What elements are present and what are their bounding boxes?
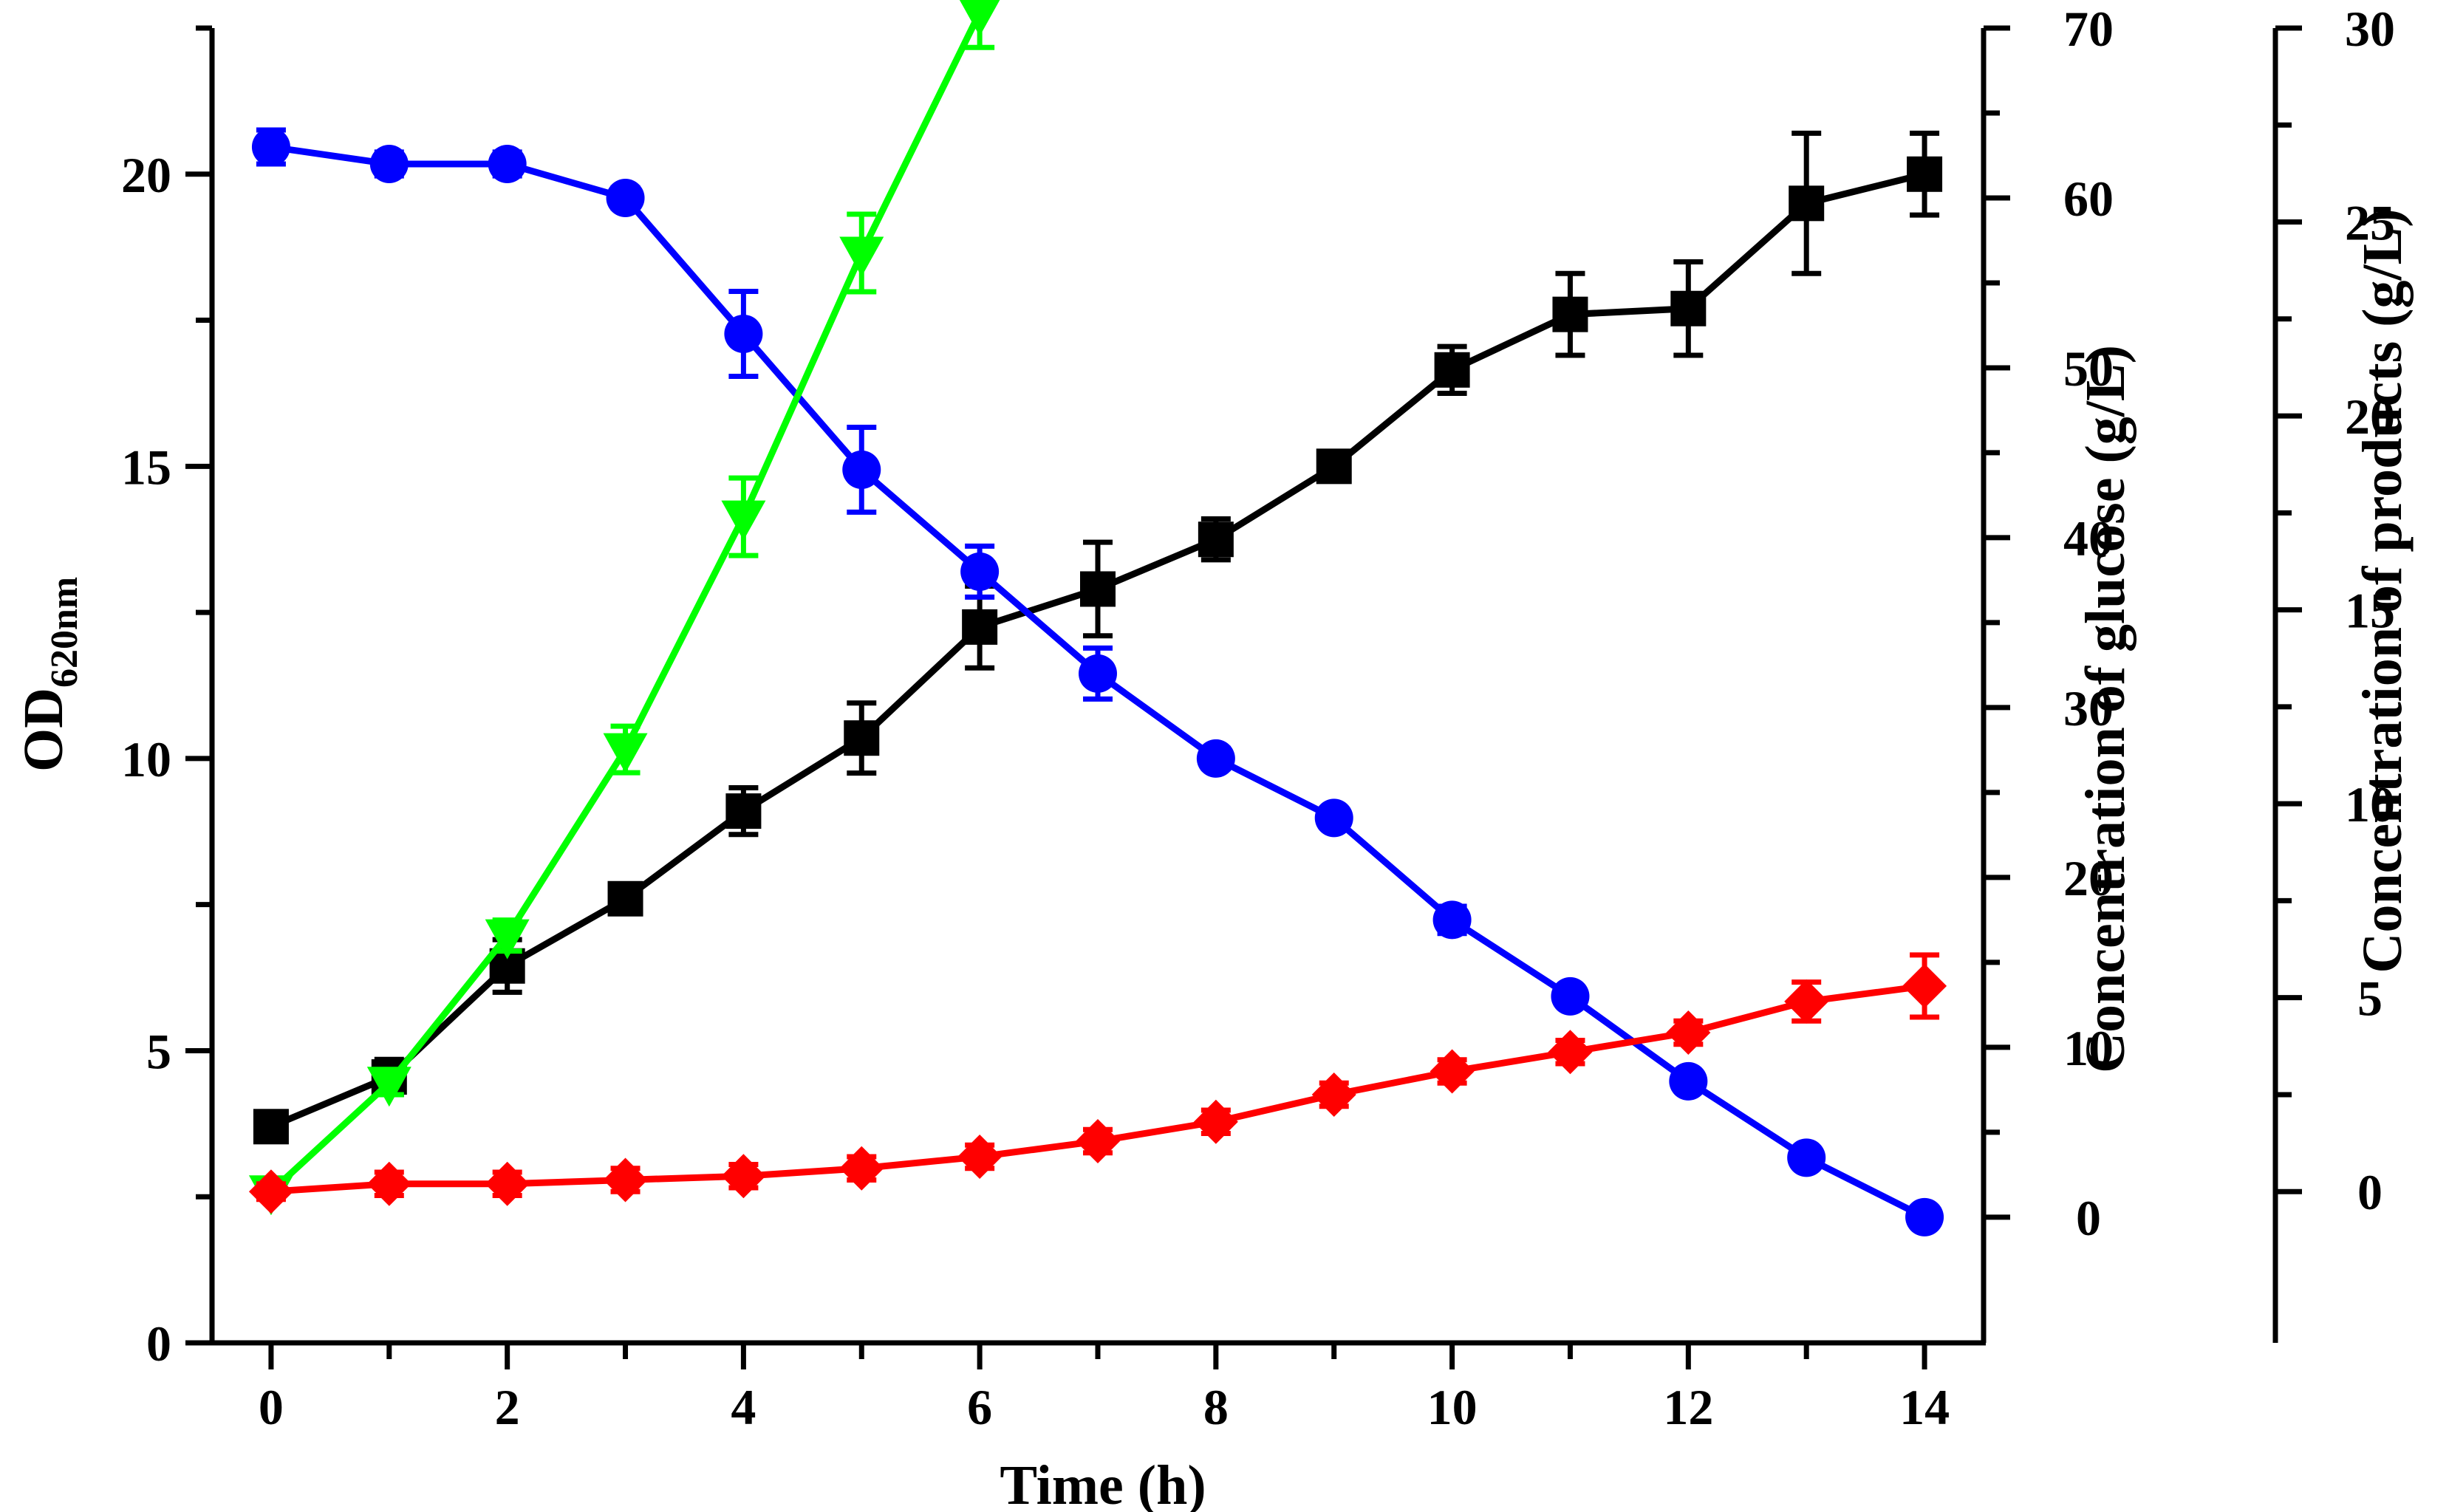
data-point-square [1198,521,1234,558]
data-point-diamond [721,1154,766,1199]
data-point-triangle [959,0,1000,36]
data-point-diamond [1430,1049,1475,1094]
series-layer [248,0,1947,1236]
y-axis-title-left: OD620nm [13,577,86,772]
y-tick-label-right1: 70 [2063,1,2114,57]
data-point-square [1434,352,1470,388]
data-point-circle [1196,739,1235,778]
y-tick-label-left: 5 [146,1023,171,1079]
y-axis-title-left-sub: 620nm [44,577,86,688]
series-glucose [251,127,1944,1236]
y-tick-label-right2: 15 [2345,583,2395,639]
data-point-diamond [603,1157,648,1203]
data-point-diamond [839,1146,884,1191]
data-point-square [1789,185,1825,222]
data-point-circle [1905,1197,1944,1236]
data-point-circle [1669,1061,1708,1101]
y-tick-label-right2: 0 [2357,1164,2383,1220]
data-point-square [253,1109,289,1145]
data-point-circle [1079,654,1117,693]
y-tick-label-right2: 30 [2345,1,2395,57]
data-point-triangle [485,919,530,959]
y-tick-label-right2: 20 [2345,389,2395,445]
x-tick-label: 0 [259,1379,284,1435]
data-point-circle [842,450,881,489]
data-point-circle [369,144,409,183]
y-tick-label-left: 0 [146,1316,171,1372]
data-point-diamond [1666,1010,1711,1055]
data-point-triangle [839,236,884,277]
x-tick-label: 10 [1427,1379,1478,1435]
data-point-circle [1432,900,1472,940]
series-od620nm [253,130,1943,1145]
data-point-square [1670,290,1707,326]
data-point-diamond [1311,1072,1356,1117]
data-point-circle [1787,1138,1826,1177]
data-point-square [962,609,998,645]
data-point-triangle [721,500,766,541]
series-product-b [248,952,1947,1214]
y-tick-label-left: 20 [121,147,171,203]
data-point-circle [488,144,527,183]
data-point-circle [1314,798,1353,838]
data-point-circle [724,314,763,353]
data-point-diamond [1784,979,1829,1024]
data-point-circle [1551,976,1590,1016]
y-tick-label-right1: 10 [2063,1020,2114,1076]
y-axis-title-right2: Concentration of products (g/L) [2351,208,2414,973]
tick-labels: 0 2 4 6 8 10 12 14 0 5 10 15 20 0 10 20 30 40 50 60 70 0 5 10 15… [121,1,2395,1435]
data-point-circle [960,552,1000,591]
series-product-a [248,0,1000,1216]
data-point-circle [606,178,645,217]
x-tick-label: 8 [1203,1379,1229,1435]
y-tick-label-right1: 50 [2063,341,2114,397]
y-tick-label-right1: 40 [2063,510,2114,567]
data-point-diamond [1902,963,1947,1008]
data-point-diamond [248,1169,293,1214]
y-tick-label-right2: 25 [2345,195,2395,251]
data-point-diamond [366,1161,411,1206]
y-tick-label-right1: 60 [2063,171,2114,227]
y-tick-label-right1: 20 [2063,850,2114,906]
x-tick-label: 12 [1663,1379,1713,1435]
data-point-square [607,880,643,917]
data-point-diamond [1076,1118,1120,1163]
y-tick-label-right1: 0 [2076,1190,2101,1246]
x-tick-label: 6 [967,1379,992,1435]
data-point-triangle [603,733,648,773]
x-tick-label: 14 [1899,1379,1950,1435]
data-point-square [1080,571,1116,607]
data-point-diamond [1548,1030,1593,1075]
data-point-triangle [366,1067,411,1107]
axes [185,25,2302,1369]
y-tick-label-right2: 10 [2345,776,2395,832]
y-axis-title-left-main: OD [13,688,75,772]
data-point-square [1316,448,1352,485]
data-point-diamond [957,1134,1003,1179]
y-axis-title-right1: Concentration of glucose (g/L) [2074,345,2137,1073]
data-point-circle [251,127,290,166]
y-tick-label-right2: 5 [2357,971,2383,1027]
x-axis-title: Time (h) [1000,1454,1206,1512]
data-point-diamond [1193,1099,1238,1144]
data-point-square [1907,156,1943,192]
data-point-square [844,720,880,756]
data-point-diamond [485,1161,530,1206]
x-tick-label: 4 [731,1379,756,1435]
y-tick-label-left: 15 [121,439,171,495]
series-line [268,0,991,1194]
x-tick-label: 2 [495,1379,520,1435]
y-tick-label-left: 10 [121,731,171,787]
data-point-square [725,793,762,829]
data-point-square [1552,296,1588,332]
y-tick-label-right1: 30 [2063,680,2114,736]
